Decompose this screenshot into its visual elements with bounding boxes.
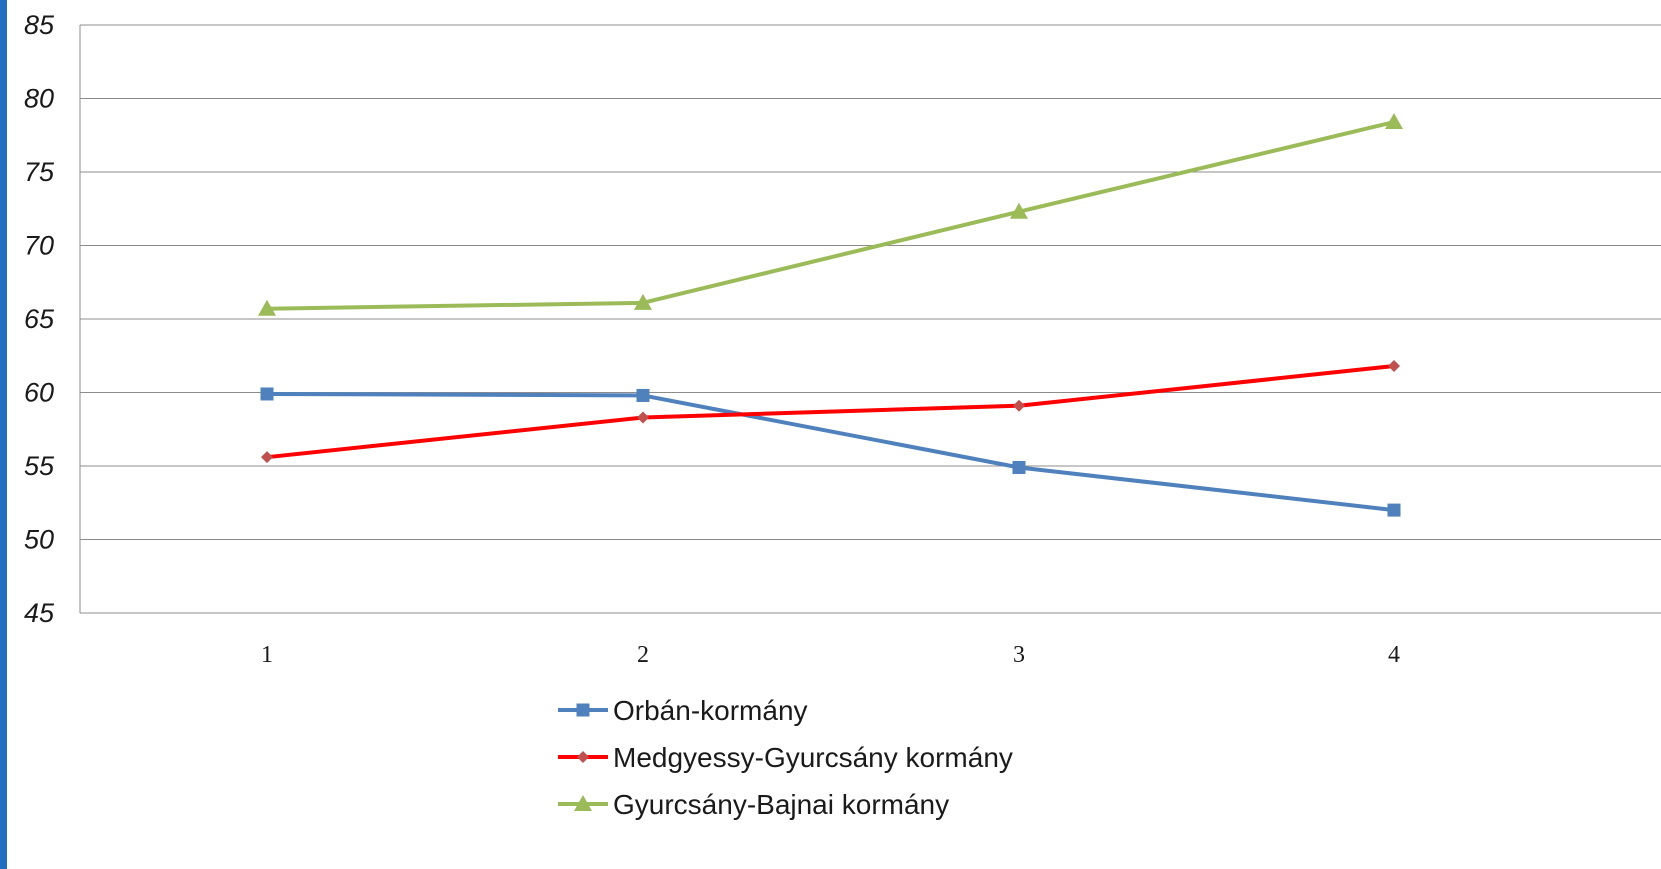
- x-tick-label: 1: [261, 642, 273, 668]
- y-tick-label: 60: [24, 378, 54, 408]
- data-point-square: [1012, 460, 1026, 474]
- y-tick-label: 85: [24, 10, 55, 40]
- series-line: [266, 391, 1395, 513]
- data-point-square: [576, 703, 590, 717]
- y-tick-label: 65: [24, 304, 55, 334]
- data-point-triangle: [258, 299, 276, 316]
- data-point-diamond: [261, 451, 273, 464]
- data-point-diamond: [1013, 399, 1025, 412]
- legend-label: Orbán-kormány: [613, 695, 808, 726]
- series-line: [266, 120, 1395, 311]
- series-lines: [258, 113, 1403, 517]
- y-tick-label: 70: [24, 231, 54, 261]
- legend-label: Gyurcsány-Bajnai kormány: [613, 789, 949, 820]
- series-2: [258, 113, 1403, 316]
- legend-item: Orbán-kormány: [558, 695, 808, 726]
- data-point-square: [636, 388, 650, 402]
- x-axis-ticks: 1 2 3 4: [261, 642, 1400, 668]
- y-tick-label: 50: [24, 525, 54, 555]
- legend-item: Gyurcsány-Bajnai kormány: [558, 789, 949, 820]
- series-1: [261, 360, 1400, 464]
- data-point-triangle: [1385, 113, 1403, 130]
- data-point-triangle: [634, 293, 652, 310]
- data-point-diamond: [577, 751, 589, 763]
- x-tick-label: 2: [637, 642, 649, 668]
- left-accent-bar: [0, 0, 7, 869]
- x-tick-label: 3: [1013, 642, 1025, 668]
- y-tick-label: 80: [24, 84, 54, 114]
- x-tick-label: 4: [1388, 642, 1400, 668]
- data-point-square: [1387, 503, 1401, 517]
- series-0: [260, 387, 1401, 517]
- grid-lines: [79, 24, 1661, 614]
- data-point-triangle: [1010, 202, 1028, 219]
- y-axis-ticks: 45 50 55 60 65 70 75 80 85: [24, 10, 55, 628]
- data-point-diamond: [637, 411, 649, 424]
- data-point-square: [260, 387, 274, 401]
- series-line: [266, 364, 1395, 460]
- data-point-diamond: [1388, 360, 1400, 373]
- y-tick-label: 55: [24, 451, 55, 481]
- y-tick-label: 45: [24, 598, 55, 628]
- legend-item: Medgyessy-Gyurcsány kormány: [558, 742, 1013, 773]
- legend: Orbán-kormány Medgyessy-Gyurcsány kormány…: [558, 695, 1013, 820]
- legend-label: Medgyessy-Gyurcsány kormány: [613, 742, 1013, 773]
- y-tick-label: 75: [24, 157, 55, 187]
- data-point-triangle: [574, 795, 592, 811]
